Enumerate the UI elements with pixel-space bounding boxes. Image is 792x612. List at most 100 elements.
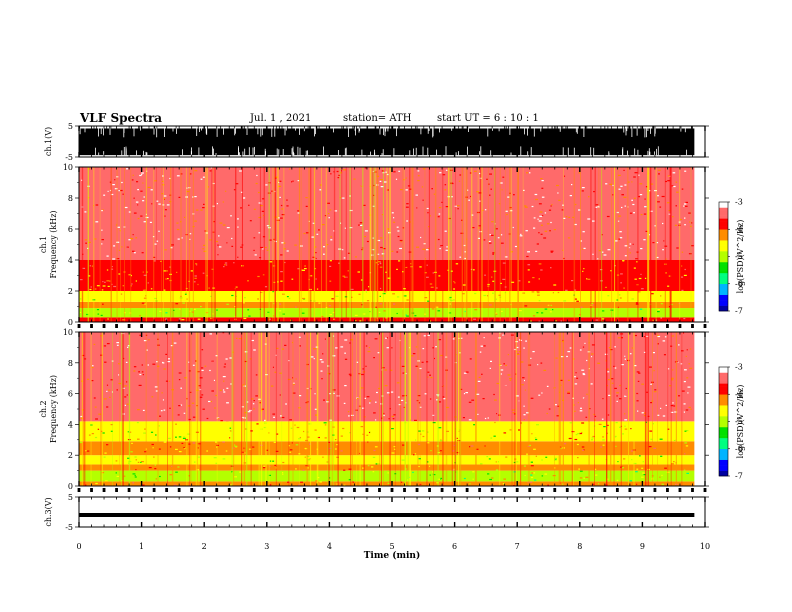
spectral-speckle (256, 174, 258, 177)
sferic-streak (263, 167, 265, 322)
sferic-streak (606, 332, 608, 486)
spectral-speckle (333, 230, 335, 232)
spectral-speckle (371, 174, 374, 176)
sferic-streak (594, 332, 595, 486)
spectral-speckle (509, 429, 512, 431)
sferic-streak (520, 332, 521, 486)
spectral-speckle (327, 202, 330, 204)
spectral-speckle (142, 200, 145, 202)
spectral-speckle (434, 351, 437, 353)
y-tick-label: -5 (65, 153, 73, 162)
spectral-speckle (227, 451, 230, 453)
spectral-speckle (189, 173, 192, 175)
spectral-speckle (619, 384, 621, 387)
spectral-speckle (194, 277, 197, 279)
spectral-speckle (255, 309, 258, 311)
spectral-speckle (261, 343, 264, 345)
spectral-speckle (523, 244, 525, 246)
spectral-speckle (344, 352, 346, 354)
sferic-streak (588, 332, 590, 486)
spectral-speckle (636, 483, 638, 485)
spectral-speckle (429, 474, 431, 476)
x-tick-marker (252, 324, 256, 328)
spectral-speckle (610, 309, 614, 311)
spectral-speckle (505, 282, 508, 284)
sferic-streak (664, 167, 666, 322)
spectral-speckle (221, 278, 223, 280)
spectral-speckle (162, 399, 164, 401)
colorbar-segment (719, 473, 728, 477)
waveform-gap (333, 128, 334, 133)
spectral-speckle (101, 289, 104, 291)
colorbar-segment (719, 218, 728, 222)
spectral-speckle (487, 473, 490, 475)
spectral-speckle (500, 242, 504, 244)
spectral-speckle (458, 178, 461, 180)
spectral-speckle (310, 356, 314, 358)
spectral-speckle (275, 268, 277, 270)
spectral-speckle (200, 305, 202, 308)
waveform-gap (265, 151, 266, 156)
waveform-gap (307, 150, 308, 156)
spectral-speckle (386, 337, 388, 339)
spectral-speckle (131, 283, 133, 285)
spectral-speckle (532, 315, 536, 317)
spectral-speckle (115, 224, 118, 226)
sferic-streak (562, 332, 564, 486)
spectral-speckle (356, 361, 359, 363)
spectral-speckle (518, 351, 521, 353)
spectral-speckle (682, 472, 685, 474)
spectral-speckle (328, 443, 330, 445)
spectral-speckle (675, 181, 678, 183)
spectral-speckle (107, 285, 110, 287)
spectral-speckle (153, 456, 155, 458)
spectral-speckle (639, 194, 643, 196)
spectral-speckle (457, 208, 459, 210)
spectral-speckle (172, 199, 175, 202)
spectral-speckle (272, 225, 274, 227)
spectral-speckle (348, 415, 350, 417)
spectral-speckle (524, 475, 526, 477)
spectral-speckle (559, 427, 563, 429)
x-tick-label: 5 (389, 542, 394, 551)
sferic-streak (124, 167, 125, 322)
spectral-speckle (685, 434, 687, 436)
x-tick-marker (678, 488, 682, 492)
spectral-speckle (657, 335, 661, 338)
spectral-speckle (509, 388, 512, 391)
spectral-speckle (313, 358, 315, 360)
spectral-speckle (500, 369, 504, 371)
spectral-speckle (459, 381, 461, 383)
waveform-gap (278, 149, 280, 156)
spectral-speckle (226, 264, 228, 266)
sferic-streak (307, 332, 309, 486)
spectral-speckle (304, 252, 306, 254)
spectral-speckle (204, 365, 207, 367)
sferic-streak (410, 167, 412, 322)
spectral-speckle (369, 402, 371, 404)
sferic-streak (167, 332, 168, 486)
spectral-speckle (143, 196, 145, 198)
spectral-speckle (337, 169, 340, 171)
spectral-speckle (81, 354, 85, 357)
spectral-speckle (141, 364, 143, 366)
spectral-speckle (363, 416, 366, 418)
spectral-speckle (291, 442, 293, 444)
waveform-gap (527, 151, 529, 156)
spectral-speckle (279, 196, 281, 198)
spectral-speckle (247, 309, 250, 311)
spectral-speckle (594, 468, 597, 470)
spectral-speckle (163, 195, 167, 197)
spectral-speckle (681, 188, 684, 190)
spectral-speckle (401, 380, 404, 382)
spectral-speckle (294, 244, 297, 246)
spectral-speckle (173, 309, 175, 311)
spectral-speckle (549, 311, 552, 313)
waveform-gap (686, 149, 687, 156)
spectral-speckle (540, 224, 543, 226)
spectral-speckle (590, 209, 593, 211)
spectral-speckle (563, 300, 567, 302)
spectral-speckle (638, 372, 641, 374)
sferic-streak (417, 332, 419, 486)
waveform-gap (274, 128, 276, 137)
